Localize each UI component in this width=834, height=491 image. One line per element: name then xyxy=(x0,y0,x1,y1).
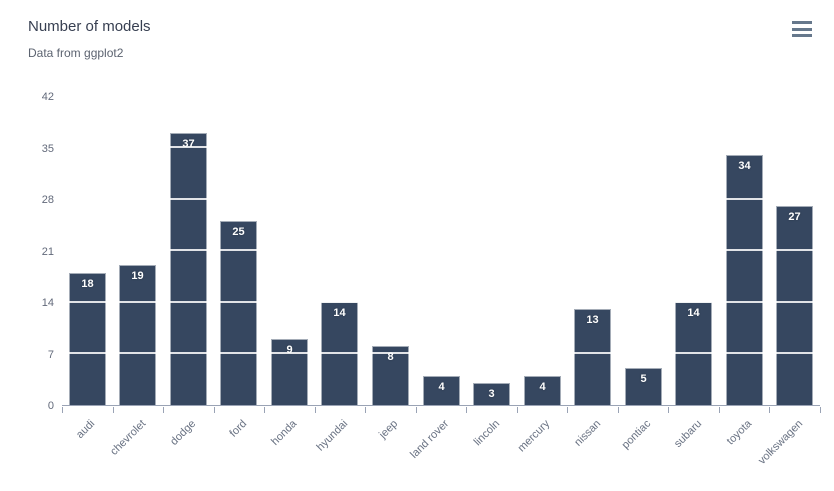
x-axis-tick xyxy=(163,407,164,413)
y-axis-label: 21 xyxy=(41,246,54,258)
x-axis-tick xyxy=(416,407,417,413)
x-axis-label: ford xyxy=(227,417,250,440)
x-axis-tick xyxy=(567,407,568,413)
plot-area: 18 19 37 25 9 14 8 4 3 4 13 5 14 34 27 xyxy=(62,95,820,406)
x-axis-label: toyota xyxy=(724,417,755,448)
bar-value-label: 5 xyxy=(640,373,647,385)
x-axis-tick xyxy=(769,407,770,413)
x-axis-label: chevrolet xyxy=(108,417,149,458)
y-axis-label: 7 xyxy=(47,349,54,361)
y-axis-label: 28 xyxy=(41,194,54,206)
bar-toyota[interactable]: 34 xyxy=(726,155,763,405)
bar-value-label: 19 xyxy=(131,270,144,282)
bar-value-label: 9 xyxy=(286,344,293,356)
x-axis-label: volkswagen xyxy=(756,417,806,467)
y-axis-label: 35 xyxy=(41,143,54,155)
bar-honda[interactable]: 9 xyxy=(271,339,308,405)
x-axis-tick xyxy=(668,407,669,413)
chart-title: Number of models xyxy=(28,18,151,35)
bar-pontiac[interactable]: 5 xyxy=(625,368,662,405)
bar-value-label: 13 xyxy=(586,314,599,326)
bar-land-rover[interactable]: 4 xyxy=(423,376,460,405)
x-axis-label: hyundai xyxy=(314,417,351,454)
bar-value-label: 14 xyxy=(687,307,700,319)
y-axis-label: 0 xyxy=(47,400,54,412)
y-axis-label: 42 xyxy=(41,91,54,103)
bar-lincoln[interactable]: 3 xyxy=(473,383,510,405)
hamburger-icon xyxy=(792,21,812,24)
x-axis-label: lincoln xyxy=(471,417,503,449)
x-axis-label: subaru xyxy=(671,417,705,451)
x-axis-tick xyxy=(517,407,518,413)
x-axis-tick xyxy=(62,407,63,413)
x-axis-label: mercury xyxy=(515,417,553,455)
chart-subtitle: Data from ggplot2 xyxy=(28,46,124,60)
bar-ford[interactable]: 25 xyxy=(220,221,257,405)
bar-value-label: 4 xyxy=(539,381,546,393)
bar-audi[interactable]: 18 xyxy=(69,273,106,405)
bar-value-label: 8 xyxy=(387,351,394,363)
x-axis-label: honda xyxy=(269,417,300,448)
x-axis-label: audi xyxy=(74,417,98,441)
bar-value-label: 27 xyxy=(788,211,801,223)
bar-jeep[interactable]: 8 xyxy=(372,346,409,405)
x-axis-label: pontiac xyxy=(619,417,654,452)
x-axis-tick xyxy=(113,407,114,413)
bar-chevrolet[interactable]: 19 xyxy=(119,265,156,405)
bar-value-label: 37 xyxy=(182,138,195,150)
x-axis-label: nissan xyxy=(572,417,604,449)
bar-volkswagen[interactable]: 27 xyxy=(776,206,813,405)
x-axis-tick xyxy=(618,407,619,413)
x-axis-label: dodge xyxy=(168,417,199,448)
x-axis-tick xyxy=(214,407,215,413)
x-axis-tick xyxy=(466,407,467,413)
x-axis-tick xyxy=(820,407,821,413)
x-axis-label: land rover xyxy=(408,417,452,461)
bar-value-label: 34 xyxy=(738,160,751,172)
context-menu-button[interactable] xyxy=(790,19,814,39)
bar-nissan[interactable]: 13 xyxy=(574,309,611,405)
bar-hyundai[interactable]: 14 xyxy=(321,302,358,405)
bar-value-label: 18 xyxy=(81,278,94,290)
bar-subaru[interactable]: 14 xyxy=(675,302,712,405)
x-axis-tick xyxy=(719,407,720,413)
bar-value-label: 25 xyxy=(232,226,245,238)
x-axis-tick xyxy=(315,407,316,413)
bar-dodge[interactable]: 37 xyxy=(170,133,207,405)
x-axis-tick xyxy=(365,407,366,413)
bar-mercury[interactable]: 4 xyxy=(524,376,561,405)
bar-value-label: 3 xyxy=(488,388,495,400)
bar-value-label: 4 xyxy=(438,381,445,393)
x-axis-label: jeep xyxy=(377,417,401,441)
bar-value-label: 14 xyxy=(333,307,346,319)
y-axis-label: 14 xyxy=(41,297,54,309)
x-axis-tick xyxy=(264,407,265,413)
